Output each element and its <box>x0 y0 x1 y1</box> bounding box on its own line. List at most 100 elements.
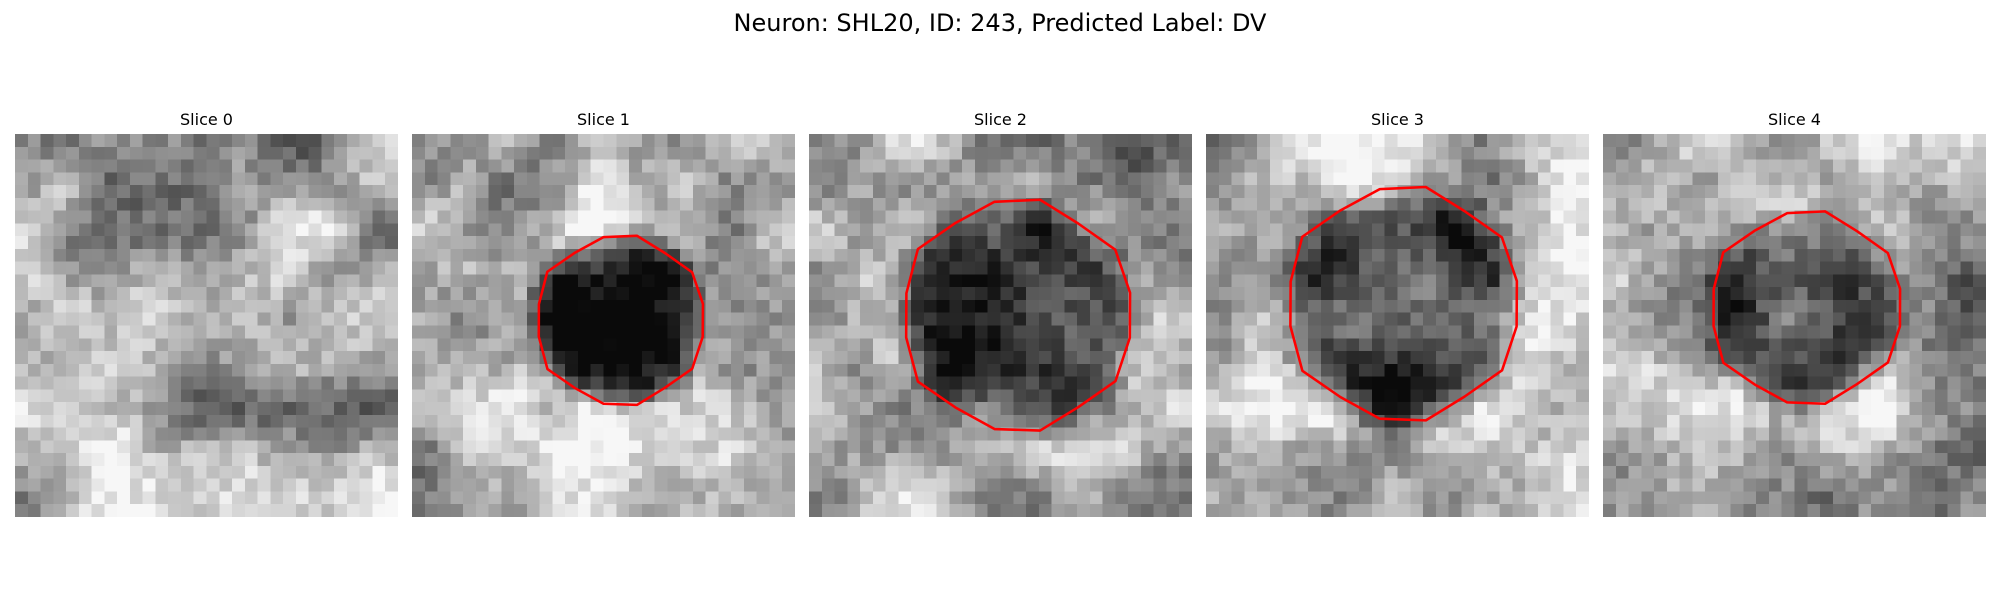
image-pixel <box>488 312 502 326</box>
image-pixel <box>1397 414 1411 428</box>
image-pixel <box>437 248 451 262</box>
image-pixel <box>1883 389 1897 403</box>
image-pixel <box>1743 338 1757 352</box>
image-pixel <box>1537 427 1551 441</box>
image-pixel <box>936 287 950 301</box>
image-pixel <box>577 325 591 339</box>
image-pixel <box>1423 223 1437 237</box>
image-pixel <box>1115 223 1129 237</box>
image-pixel <box>244 197 258 211</box>
image-pixel <box>1537 478 1551 492</box>
image-pixel <box>769 197 783 211</box>
image-pixel <box>1858 465 1872 479</box>
image-pixel <box>1026 134 1040 148</box>
image-pixel <box>834 312 848 326</box>
image-pixel <box>1563 427 1577 441</box>
image-pixel <box>1794 440 1808 454</box>
image-pixel <box>603 338 617 352</box>
image-pixel <box>731 402 745 416</box>
image-pixel <box>475 376 489 390</box>
image-pixel <box>1051 427 1065 441</box>
image-pixel <box>1845 248 1859 262</box>
image-pixel <box>1320 402 1334 416</box>
image-pixel <box>501 172 515 186</box>
image-pixel <box>501 465 515 479</box>
image-pixel <box>1705 172 1719 186</box>
image-pixel <box>834 274 848 288</box>
image-pixel <box>155 504 169 517</box>
image-pixel <box>334 210 348 224</box>
image-pixel <box>911 338 925 352</box>
image-pixel <box>1679 465 1693 479</box>
image-pixel <box>705 389 719 403</box>
image-pixel <box>1820 287 1834 301</box>
image-pixel <box>437 159 451 173</box>
image-pixel <box>1051 185 1065 199</box>
image-pixel <box>1871 236 1885 250</box>
image-pixel <box>1909 351 1923 365</box>
image-pixel <box>1333 427 1347 441</box>
image-pixel <box>769 414 783 428</box>
image-pixel <box>1705 453 1719 467</box>
image-pixel <box>308 440 322 454</box>
image-pixel <box>1153 338 1167 352</box>
image-pixel <box>53 504 67 517</box>
image-pixel <box>1807 299 1821 313</box>
image-pixel <box>308 172 322 186</box>
image-pixel <box>1269 287 1283 301</box>
image-pixel <box>53 146 67 160</box>
image-pixel <box>1244 261 1258 275</box>
image-pixel <box>1896 440 1910 454</box>
image-pixel <box>1486 402 1500 416</box>
image-pixel <box>1013 146 1027 160</box>
image-pixel <box>1845 159 1859 173</box>
image-pixel <box>1000 274 1014 288</box>
image-pixel <box>1231 427 1245 441</box>
image-pixel <box>488 440 502 454</box>
image-pixel <box>923 134 937 148</box>
image-pixel <box>1064 402 1078 416</box>
image-pixel <box>590 287 604 301</box>
image-pixel <box>974 325 988 339</box>
image-pixel <box>590 363 604 377</box>
image-pixel <box>1102 338 1116 352</box>
image-pixel <box>743 248 757 262</box>
image-pixel <box>1359 414 1373 428</box>
image-pixel <box>654 236 668 250</box>
image-pixel <box>1179 504 1192 517</box>
image-pixel <box>654 287 668 301</box>
image-pixel <box>1781 287 1795 301</box>
image-pixel <box>321 274 335 288</box>
image-pixel <box>1960 491 1974 505</box>
image-pixel <box>1089 376 1103 390</box>
image-pixel <box>40 248 54 262</box>
image-pixel <box>1717 440 1731 454</box>
image-pixel <box>526 146 540 160</box>
image-pixel <box>1743 236 1757 250</box>
image-pixel <box>821 325 835 339</box>
image-pixel <box>244 159 258 173</box>
image-pixel <box>743 134 757 148</box>
image-pixel <box>860 427 874 441</box>
image-pixel <box>1576 146 1589 160</box>
image-pixel <box>1730 248 1744 262</box>
image-pixel <box>654 376 668 390</box>
image-pixel <box>1820 185 1834 199</box>
image-pixel <box>847 402 861 416</box>
image-pixel <box>872 491 886 505</box>
image-pixel <box>847 338 861 352</box>
image-pixel <box>129 465 143 479</box>
image-pixel <box>1448 146 1462 160</box>
image-pixel <box>1359 389 1373 403</box>
image-pixel <box>244 223 258 237</box>
image-pixel <box>1705 440 1719 454</box>
image-pixel <box>1102 134 1116 148</box>
image-pixel <box>1679 261 1693 275</box>
image-pixel <box>295 210 309 224</box>
image-pixel <box>1308 338 1322 352</box>
image-pixel <box>680 465 694 479</box>
image-pixel <box>641 453 655 467</box>
image-pixel <box>321 414 335 428</box>
image-pixel <box>1218 351 1232 365</box>
image-pixel <box>412 376 426 390</box>
